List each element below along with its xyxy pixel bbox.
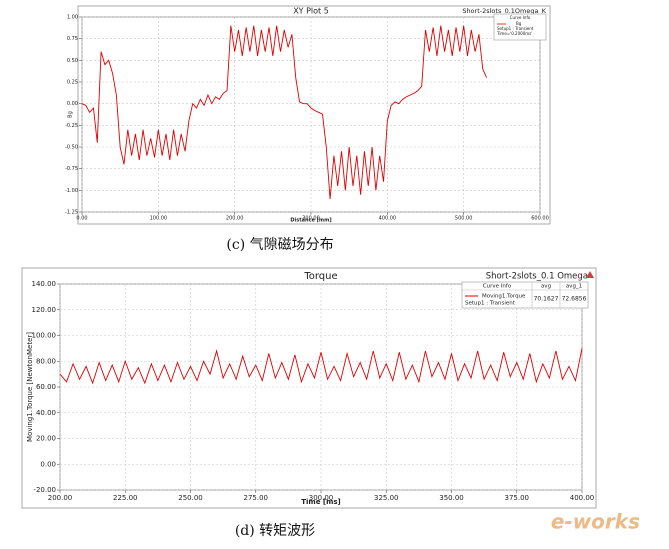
legend-line: Setup1 : Transient [497, 26, 534, 31]
y-tick-label: 40.00 [36, 409, 56, 417]
caption: (c) 气隙磁场分布 [226, 237, 333, 253]
chart-title: XY Plot 5 [293, 7, 329, 16]
watermark: e-works [551, 510, 640, 534]
y-tick-label: -0.25 [65, 123, 78, 129]
y-axis-label: Moving1.Torque [NewtonMeter] [26, 332, 34, 442]
y-tick-label: 140.00 [32, 280, 57, 288]
legend-box [461, 281, 589, 309]
x-tick-label: 375.00 [505, 494, 530, 502]
x-tick-label: 275.00 [244, 494, 269, 502]
legend-stat-header: avg_1 [566, 284, 582, 290]
x-tick-label: 0.00 [76, 216, 87, 222]
y-tick-label: -0.50 [65, 145, 78, 151]
legend-box [493, 13, 547, 41]
x-tick-label: 225.00 [113, 494, 138, 502]
chart-subtitle: Short-2slots_0.1Omega_K [462, 7, 546, 15]
y-tick-label: 1.00 [67, 15, 78, 21]
legend-stat: 72.6856 [562, 296, 587, 303]
x-tick-label: 250.00 [178, 494, 203, 502]
y-tick-label: 0.75 [67, 36, 78, 42]
x-axis-label: Time [ms] [301, 498, 341, 506]
x-tick-label: 300.00 [309, 494, 334, 502]
legend-header: Curve Info [510, 15, 531, 20]
warning-icon [586, 271, 594, 278]
legend-setup: Setup1 : Transient [465, 301, 516, 307]
y-axis-label: Bg [68, 111, 74, 118]
x-tick-label: 350.00 [439, 494, 464, 502]
y-tick-label: -0.75 [65, 166, 78, 172]
y-tick-label: 120.00 [32, 306, 57, 314]
data-line [81, 25, 487, 200]
y-tick-label: 0.00 [40, 460, 56, 468]
y-tick-label: 80.00 [36, 357, 56, 365]
plot1-frame [77, 5, 551, 225]
y-tick-label: -1.00 [65, 188, 78, 194]
chart-title: Torque [303, 271, 337, 282]
caption: (d) 转矩波形 [235, 523, 315, 539]
x-tick-label: 500.00 [455, 216, 473, 222]
y-tick-label: 0.50 [67, 58, 78, 64]
x-axis-label: Distance [mm] [290, 218, 331, 224]
x-tick-label: 200.00 [226, 216, 244, 222]
x-tick-label: 100.00 [150, 216, 168, 222]
legend-header: Curve Info [483, 284, 512, 290]
x-tick-label: 600.00 [531, 216, 549, 222]
x-tick-label: 400.00 [379, 216, 397, 222]
y-tick-label: 60.00 [36, 383, 56, 391]
y-tick-label: -1.25 [65, 210, 78, 216]
x-tick-label: 325.00 [374, 494, 399, 502]
x-tick-label: 400.00 [570, 494, 595, 502]
legend-line: Time='0.2000ms' [496, 31, 532, 36]
data-line [59, 348, 583, 385]
x-tick-label: 300.00 [302, 216, 320, 222]
legend-stat: 70.1627 [534, 296, 559, 303]
y-tick-label: 0.00 [67, 101, 78, 107]
y-tick-label: 100.00 [32, 332, 57, 340]
y-tick-label: -20.00 [33, 486, 56, 494]
legend-entry: Bg [516, 21, 522, 26]
plot2-frame [21, 267, 597, 509]
y-tick-label: 0.25 [67, 80, 78, 86]
y-tick-label: 20.00 [36, 435, 56, 443]
legend-entry: Moving1.Torque [482, 294, 526, 300]
x-tick-label: 200.00 [48, 494, 73, 502]
legend-stat-header: avg [541, 284, 551, 290]
chart-subtitle: Short-2slots_0.1 Omega [486, 272, 588, 282]
